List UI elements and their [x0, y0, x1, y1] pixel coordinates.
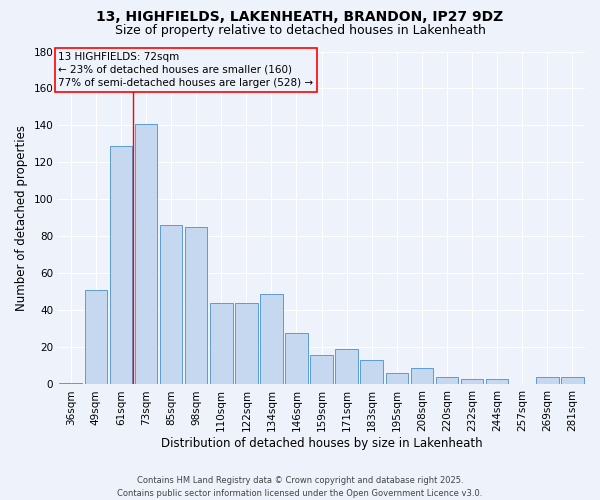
Y-axis label: Number of detached properties: Number of detached properties: [15, 125, 28, 311]
Bar: [335, 350, 358, 384]
Text: Contains HM Land Registry data © Crown copyright and database right 2025.
Contai: Contains HM Land Registry data © Crown c…: [118, 476, 482, 498]
Bar: [134, 124, 157, 384]
Bar: [110, 146, 132, 384]
Text: 13 HIGHFIELDS: 72sqm
← 23% of detached houses are smaller (160)
77% of semi-deta: 13 HIGHFIELDS: 72sqm ← 23% of detached h…: [58, 52, 313, 88]
Bar: [235, 303, 257, 384]
Bar: [285, 332, 308, 384]
Bar: [461, 379, 484, 384]
Bar: [310, 355, 333, 384]
Bar: [386, 374, 408, 384]
Bar: [260, 294, 283, 384]
Bar: [486, 379, 508, 384]
Bar: [85, 290, 107, 384]
Bar: [59, 382, 82, 384]
Text: Size of property relative to detached houses in Lakenheath: Size of property relative to detached ho…: [115, 24, 485, 37]
Bar: [561, 377, 584, 384]
Bar: [536, 377, 559, 384]
Bar: [185, 227, 208, 384]
Text: 13, HIGHFIELDS, LAKENHEATH, BRANDON, IP27 9DZ: 13, HIGHFIELDS, LAKENHEATH, BRANDON, IP2…: [97, 10, 503, 24]
Bar: [436, 377, 458, 384]
Bar: [160, 226, 182, 384]
X-axis label: Distribution of detached houses by size in Lakenheath: Distribution of detached houses by size …: [161, 437, 482, 450]
Bar: [361, 360, 383, 384]
Bar: [410, 368, 433, 384]
Bar: [210, 303, 233, 384]
